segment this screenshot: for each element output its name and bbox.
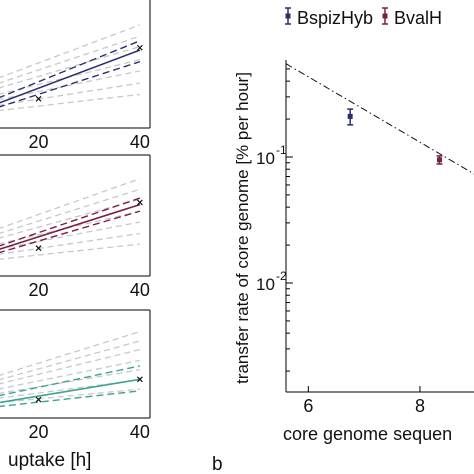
background-trace: [0, 330, 141, 376]
background-trace: [0, 82, 140, 106]
fit-line: [285, 63, 474, 175]
legend-marker: [382, 13, 388, 19]
measured-point: [136, 199, 143, 206]
measured-point: [35, 396, 42, 403]
background-trace: [0, 24, 141, 79]
background-trace: [0, 379, 140, 399]
y-tick-exponent: -2: [276, 269, 287, 283]
background-trace: [0, 178, 141, 229]
x-tick-label: 6: [303, 396, 313, 416]
data-point-bvalh: [436, 157, 442, 163]
series-ci_upper: [0, 197, 141, 247]
legend-item-bvalh: BvalH: [382, 7, 442, 28]
series-fit: [0, 203, 141, 250]
series-ci_lower: [0, 390, 140, 408]
panel-label-b: b: [212, 454, 223, 474]
data-point-bspizhyb: [347, 113, 353, 119]
y-tick-label: 10: [256, 275, 275, 294]
x-tick-label: 40: [130, 280, 150, 300]
legend-label: BspizHyb: [297, 8, 373, 28]
uptake-panel-3: 20 40: [0, 309, 151, 442]
measured-point: [136, 376, 143, 383]
background-trace: [0, 35, 141, 84]
x-tick-label: 20: [29, 132, 49, 152]
series-ci_lower: [0, 210, 141, 254]
measured-point: [35, 245, 42, 252]
background-trace: [0, 188, 141, 234]
background-trace: [0, 340, 141, 381]
x-tick-label: 8: [415, 396, 425, 416]
series-fit: [0, 49, 141, 104]
background-trace: [0, 93, 140, 112]
y-axis-label: transfer rate of core genome [% per hour…: [233, 72, 252, 384]
y-tick-exponent: -1: [276, 143, 287, 157]
background-trace: [0, 348, 141, 385]
legend-marker: [285, 13, 291, 19]
background-trace: [0, 388, 140, 404]
background-trace: [0, 243, 140, 260]
left-x-axis-label: uptake [h]: [8, 450, 91, 471]
legend-label: BvalH: [394, 8, 442, 28]
series-ci_upper: [0, 365, 141, 397]
x-tick-label: 40: [130, 132, 150, 152]
x-tick-label: 40: [130, 422, 150, 442]
series-ci_upper: [0, 40, 141, 99]
background-trace: [0, 45, 141, 89]
y-tick-label: 10: [256, 149, 275, 168]
x-tick-label: 20: [29, 280, 49, 300]
uptake-panel-1: 20 40: [0, 0, 151, 152]
measured-point: [136, 44, 143, 51]
series-fit: [0, 378, 140, 404]
x-tick-label: 20: [29, 422, 49, 442]
uptake-panel-2: 20 40: [0, 154, 151, 300]
measured-point: [35, 95, 42, 102]
legend-item-bspizhyb: BspizHyb: [285, 7, 373, 28]
background-trace: [0, 359, 140, 390]
series-ci_lower: [0, 61, 141, 108]
x-axis-label: core genome sequen: [283, 424, 452, 444]
background-trace: [0, 232, 140, 255]
background-trace: [0, 369, 140, 394]
background-trace: [0, 221, 140, 250]
